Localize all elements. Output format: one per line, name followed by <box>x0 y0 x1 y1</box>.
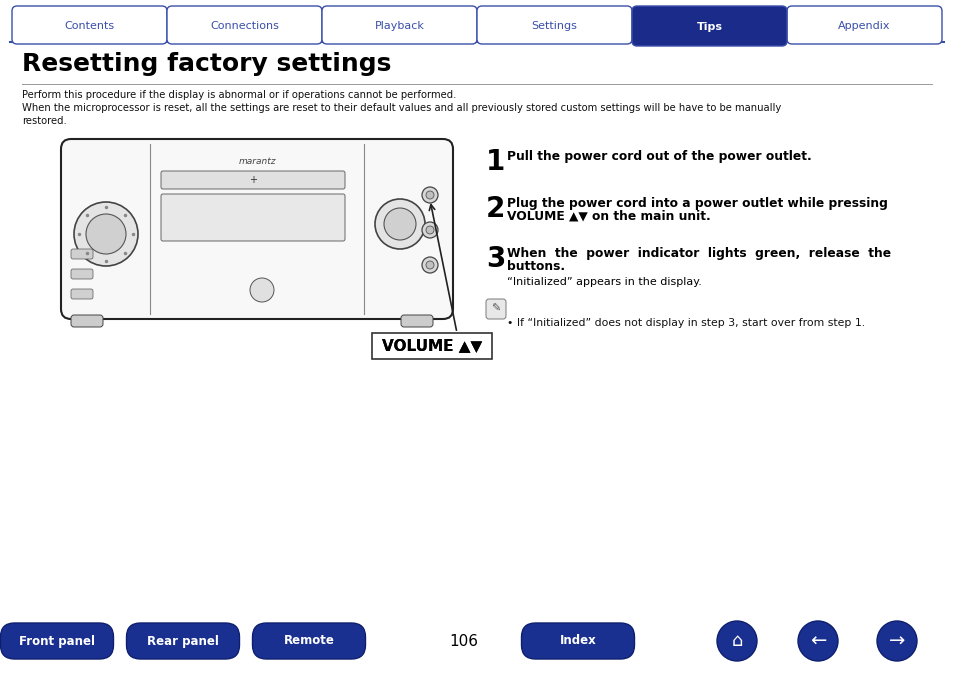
Text: VOLUME ▲▼: VOLUME ▲▼ <box>381 338 481 353</box>
Text: Resetting factory settings: Resetting factory settings <box>22 52 391 76</box>
Text: Pull the power cord out of the power outlet.: Pull the power cord out of the power out… <box>506 150 811 163</box>
Text: Appendix: Appendix <box>838 21 890 31</box>
Text: “Initialized” appears in the display.: “Initialized” appears in the display. <box>506 277 701 287</box>
Text: ✎: ✎ <box>491 304 500 314</box>
Text: VOLUME ▲▼ on the main unit.: VOLUME ▲▼ on the main unit. <box>506 210 710 223</box>
Text: VOLUME ▲▼: VOLUME ▲▼ <box>381 339 481 353</box>
Text: Perform this procedure if the display is abnormal or if operations cannot be per: Perform this procedure if the display is… <box>22 90 456 100</box>
FancyBboxPatch shape <box>71 249 92 259</box>
Circle shape <box>426 261 434 269</box>
FancyBboxPatch shape <box>127 623 239 659</box>
Text: 106: 106 <box>449 633 478 649</box>
Text: ←: ← <box>809 631 825 651</box>
FancyBboxPatch shape <box>372 333 492 359</box>
FancyBboxPatch shape <box>521 623 634 659</box>
FancyBboxPatch shape <box>71 289 92 299</box>
Text: marantz: marantz <box>238 157 275 166</box>
Circle shape <box>421 222 437 238</box>
Text: Rear panel: Rear panel <box>147 635 218 647</box>
Text: buttons.: buttons. <box>506 260 564 273</box>
FancyBboxPatch shape <box>485 299 505 319</box>
Circle shape <box>86 214 126 254</box>
Text: When the microprocessor is reset, all the settings are reset to their default va: When the microprocessor is reset, all th… <box>22 103 781 113</box>
Text: Tips: Tips <box>696 22 721 32</box>
FancyBboxPatch shape <box>12 6 167 44</box>
Text: When  the  power  indicator  lights  green,  release  the: When the power indicator lights green, r… <box>506 247 890 260</box>
Circle shape <box>717 621 757 661</box>
FancyBboxPatch shape <box>476 6 631 44</box>
Circle shape <box>74 202 138 266</box>
FancyBboxPatch shape <box>71 269 92 279</box>
Circle shape <box>876 621 916 661</box>
Circle shape <box>426 226 434 234</box>
FancyBboxPatch shape <box>61 139 453 319</box>
Circle shape <box>384 208 416 240</box>
Text: Remote: Remote <box>283 635 335 647</box>
Circle shape <box>426 191 434 199</box>
FancyBboxPatch shape <box>253 623 365 659</box>
Text: +: + <box>249 175 256 185</box>
Text: →: → <box>888 631 904 651</box>
Text: Plug the power cord into a power outlet while pressing: Plug the power cord into a power outlet … <box>506 197 887 210</box>
Text: • If “Initialized” does not display in step 3, start over from step 1.: • If “Initialized” does not display in s… <box>506 318 864 328</box>
FancyBboxPatch shape <box>161 194 345 241</box>
Text: restored.: restored. <box>22 116 67 126</box>
FancyBboxPatch shape <box>786 6 941 44</box>
FancyBboxPatch shape <box>400 315 433 327</box>
Circle shape <box>250 278 274 302</box>
Text: 1: 1 <box>485 148 505 176</box>
FancyBboxPatch shape <box>1 623 113 659</box>
Text: Front panel: Front panel <box>19 635 95 647</box>
FancyBboxPatch shape <box>71 315 103 327</box>
FancyBboxPatch shape <box>167 6 322 44</box>
Circle shape <box>375 199 424 249</box>
Text: Index: Index <box>559 635 596 647</box>
FancyBboxPatch shape <box>631 6 786 46</box>
Text: Settings: Settings <box>531 21 577 31</box>
Text: Connections: Connections <box>210 21 278 31</box>
Text: 3: 3 <box>485 245 505 273</box>
Circle shape <box>421 187 437 203</box>
Text: Playback: Playback <box>375 21 424 31</box>
FancyBboxPatch shape <box>322 6 476 44</box>
Text: Contents: Contents <box>65 21 114 31</box>
Text: 2: 2 <box>485 195 505 223</box>
Circle shape <box>797 621 837 661</box>
Circle shape <box>421 257 437 273</box>
FancyBboxPatch shape <box>161 171 345 189</box>
Text: ⌂: ⌂ <box>731 632 741 650</box>
